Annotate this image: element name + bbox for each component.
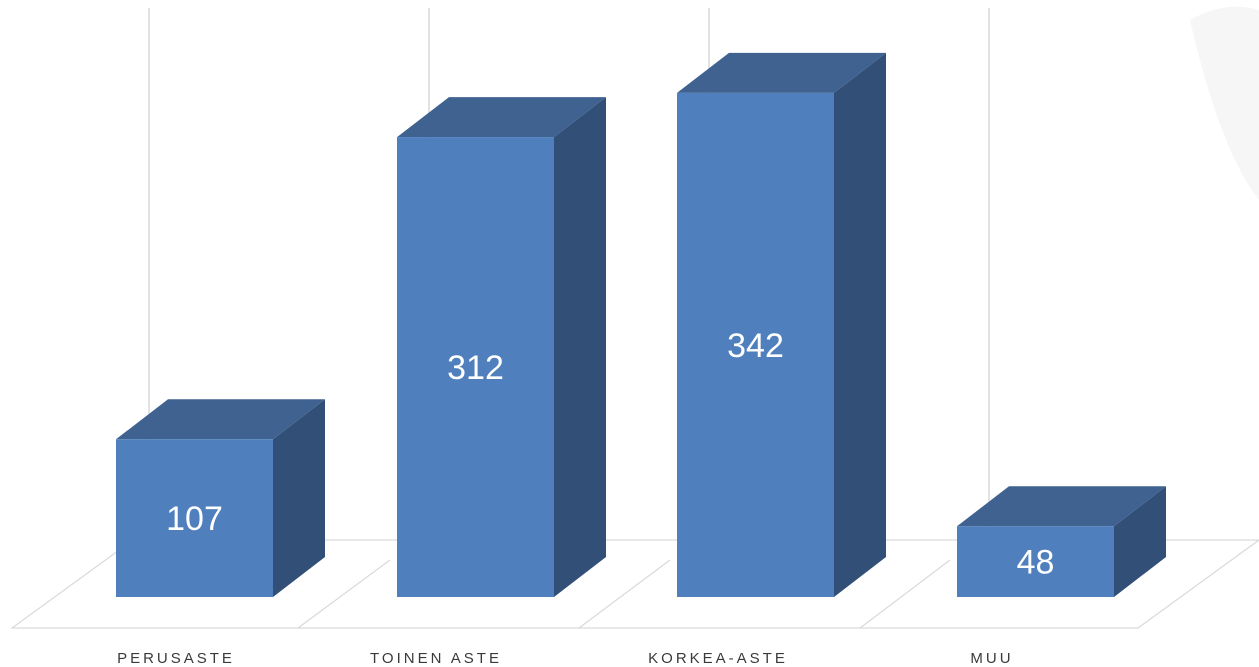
floor-divider-3 xyxy=(859,559,951,629)
category-label-1: PERUSASTE xyxy=(117,650,235,667)
bar-front xyxy=(397,137,554,597)
bars xyxy=(116,52,1166,598)
bar-top xyxy=(957,486,1166,527)
value-label-1: 107 xyxy=(166,500,223,538)
labels: 107 PERUSASTE 312 TOINEN ASTE 342 KORKEA-ASTE… xyxy=(117,327,1054,667)
bar-side xyxy=(554,97,606,597)
bar-front xyxy=(957,526,1114,597)
category-label-3: KORKEA-ASTE xyxy=(648,650,788,667)
bar-top xyxy=(677,52,886,93)
category-label-4: MUU xyxy=(970,650,1013,667)
floor-outline xyxy=(10,539,1259,629)
value-label-2: 312 xyxy=(447,349,504,387)
value-label-3: 342 xyxy=(727,327,784,365)
category-label-2: TOINEN ASTE xyxy=(370,650,502,667)
bar-4 xyxy=(957,486,1166,597)
bar-side xyxy=(834,52,886,598)
bar-front xyxy=(677,92,834,597)
bar-side xyxy=(1114,486,1166,597)
value-label-4: 48 xyxy=(1017,544,1055,582)
floor-divider-2 xyxy=(578,559,671,629)
bar-side xyxy=(273,399,325,597)
background-shape xyxy=(1190,6,1259,200)
bar-1 xyxy=(116,399,325,597)
chart-background xyxy=(1190,6,1259,200)
bar-2 xyxy=(397,97,606,597)
bar-top xyxy=(397,97,606,138)
floor-divider-1 xyxy=(297,559,391,629)
bar-top xyxy=(116,399,325,440)
bar-3 xyxy=(677,52,886,598)
chart-floor xyxy=(10,539,1259,629)
bar-front xyxy=(116,439,273,597)
